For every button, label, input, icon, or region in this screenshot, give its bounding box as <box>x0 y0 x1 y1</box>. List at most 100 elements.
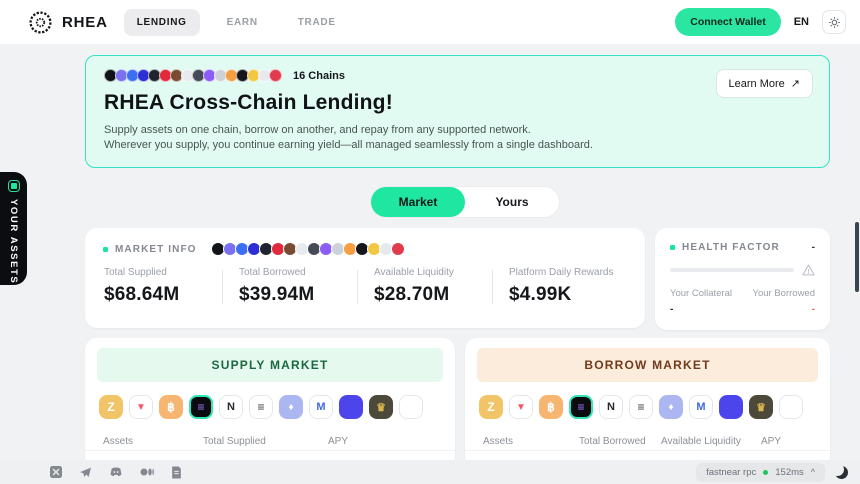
token-filter-indigo[interactable] <box>339 395 363 419</box>
token-filter-trx[interactable]: ▼ <box>509 395 533 419</box>
menu-item-earn[interactable]: EARN <box>226 16 258 28</box>
token-filter-gold[interactable]: ♛ <box>749 395 773 419</box>
token-glyph: Z <box>107 400 115 414</box>
token-filter-sol[interactable]: ≡ <box>189 395 213 419</box>
column-apy: APY <box>328 436 349 447</box>
stat-label: Platform Daily Rewards <box>509 267 614 278</box>
token-glyph: ≡ <box>257 400 265 414</box>
discord-icon[interactable] <box>109 466 123 478</box>
banner-chains-row: 16 Chains <box>104 69 811 82</box>
token-glyph: ▼ <box>516 401 526 413</box>
main-menu: LENDING EARN TRADE <box>123 8 349 36</box>
arrow-up-right-icon: ↗ <box>790 78 800 90</box>
your-borrowed-value: - <box>811 304 815 315</box>
column-apy: APY <box>761 436 782 447</box>
stat-available-liquidity: Available Liquidity $28.70M <box>358 267 492 306</box>
token-filter-eth[interactable]: ♦ <box>659 395 683 419</box>
toggle-market[interactable]: Market <box>371 187 465 217</box>
token-filter-more[interactable] <box>779 395 803 419</box>
token-filter-indigo[interactable] <box>719 395 743 419</box>
token-filter-zec[interactable]: Z <box>479 395 503 419</box>
rpc-latency: 152ms <box>775 466 804 478</box>
rpc-name: fastnear rpc <box>706 466 757 478</box>
borrow-token-filters: Z ▼ ฿ ≡ N ≡ ♦ M ♛ <box>477 395 818 419</box>
connect-wallet-button[interactable]: Connect Wallet <box>675 8 781 36</box>
token-glyph: ≡ <box>637 400 645 414</box>
stat-platform-daily-rewards: Platform Daily Rewards $4.99K <box>493 267 627 306</box>
scrollbar-thumb[interactable] <box>855 222 859 292</box>
x-twitter-icon[interactable] <box>50 466 62 478</box>
token-glyph: M <box>316 401 326 413</box>
token-filter-move[interactable]: M <box>689 395 713 419</box>
divider <box>85 450 455 451</box>
chains-count-label: 16 Chains <box>293 69 345 82</box>
column-assets: Assets <box>483 436 514 447</box>
supply-market-card: SUPPLY MARKET Z ▼ ฿ ≡ N ≡ ♦ M ♛ Assets T… <box>85 338 455 468</box>
chain-icon <box>269 69 282 82</box>
divider <box>357 269 358 304</box>
token-glyph: ฿ <box>167 400 175 414</box>
stat-total-supplied: Total Supplied $68.64M <box>103 267 222 306</box>
brand[interactable]: RHEA <box>28 10 108 35</box>
telegram-icon[interactable] <box>79 466 92 479</box>
token-glyph: ≡ <box>577 400 585 414</box>
token-filter-sol[interactable]: ≡ <box>569 395 593 419</box>
divider <box>492 269 493 304</box>
assets-indicator-icon <box>7 180 20 192</box>
top-nav: RHEA LENDING EARN TRADE Connect Wallet E… <box>0 0 860 44</box>
your-assets-label: YOUR ASSETS <box>8 199 19 285</box>
stat-label: Total Borrowed <box>239 267 306 278</box>
supply-market-header: SUPPLY MARKET <box>97 348 443 382</box>
toggle-yours[interactable]: Yours <box>495 195 529 209</box>
token-filter-move[interactable]: M <box>309 395 333 419</box>
token-glyph: ♦ <box>668 401 674 413</box>
docs-icon[interactable] <box>171 466 182 479</box>
banner-title: RHEA Cross-Chain Lending! <box>104 91 393 114</box>
market-stats-row: Total Supplied $68.64M Total Borrowed $3… <box>103 267 627 306</box>
footer-right: fastnear rpc 152ms ^ <box>696 462 848 482</box>
token-filter-apt[interactable]: ≡ <box>629 395 653 419</box>
footer: fastnear rpc 152ms ^ <box>0 460 860 484</box>
menu-item-trade[interactable]: TRADE <box>297 16 336 28</box>
token-filter-zec[interactable]: Z <box>99 395 123 419</box>
token-glyph: ♛ <box>376 401 386 414</box>
settings-button[interactable] <box>822 10 846 34</box>
token-filter-near[interactable]: N <box>219 395 243 419</box>
your-assets-tab[interactable]: YOUR ASSETS <box>0 172 27 285</box>
health-factor-value: - <box>811 242 815 253</box>
borrow-market-header: BORROW MARKET <box>477 348 818 382</box>
menu-item-lending[interactable]: LENDING <box>123 8 200 36</box>
token-filter-btc[interactable]: ฿ <box>539 395 563 419</box>
rhea-logo-icon <box>28 10 53 35</box>
token-filter-trx[interactable]: ▼ <box>129 395 153 419</box>
divider <box>465 450 830 451</box>
brand-name: RHEA <box>62 13 108 31</box>
token-filter-more[interactable] <box>399 395 423 419</box>
language-selector[interactable]: EN <box>793 16 809 28</box>
health-factor-title: HEALTH FACTOR <box>682 242 780 253</box>
dark-mode-toggle-moon-icon[interactable] <box>835 466 848 479</box>
medium-icon[interactable] <box>140 467 154 477</box>
token-filter-eth[interactable]: ♦ <box>279 395 303 419</box>
health-factor-card: HEALTH FACTOR - Your Collateral Your Bor… <box>655 228 830 330</box>
token-filter-apt[interactable]: ≡ <box>249 395 273 419</box>
divider <box>222 269 223 304</box>
nav-right: Connect Wallet EN <box>675 8 846 36</box>
token-filter-btc[interactable]: ฿ <box>159 395 183 419</box>
gear-icon <box>828 16 840 28</box>
banner-description: Supply assets on one chain, borrow on an… <box>104 123 811 153</box>
token-filter-near[interactable]: N <box>599 395 623 419</box>
market-info-chains <box>210 242 405 256</box>
borrow-table-header: Assets Total Borrowed Available Liquidit… <box>477 436 818 447</box>
market-info-title: MARKET INFO <box>115 243 197 255</box>
token-glyph: N <box>227 401 235 413</box>
column-available-liquidity: Available Liquidity <box>661 436 741 447</box>
your-borrowed-label: Your Borrowed <box>752 288 816 299</box>
token-glyph: ฿ <box>547 400 555 414</box>
token-glyph: ♛ <box>756 401 766 414</box>
rpc-selector[interactable]: fastnear rpc 152ms ^ <box>696 462 825 482</box>
your-collateral-label: Your Collateral <box>670 288 732 299</box>
token-filter-gold[interactable]: ♛ <box>369 395 393 419</box>
green-dot-icon <box>670 245 675 250</box>
learn-more-button[interactable]: Learn More ↗ <box>715 69 813 98</box>
